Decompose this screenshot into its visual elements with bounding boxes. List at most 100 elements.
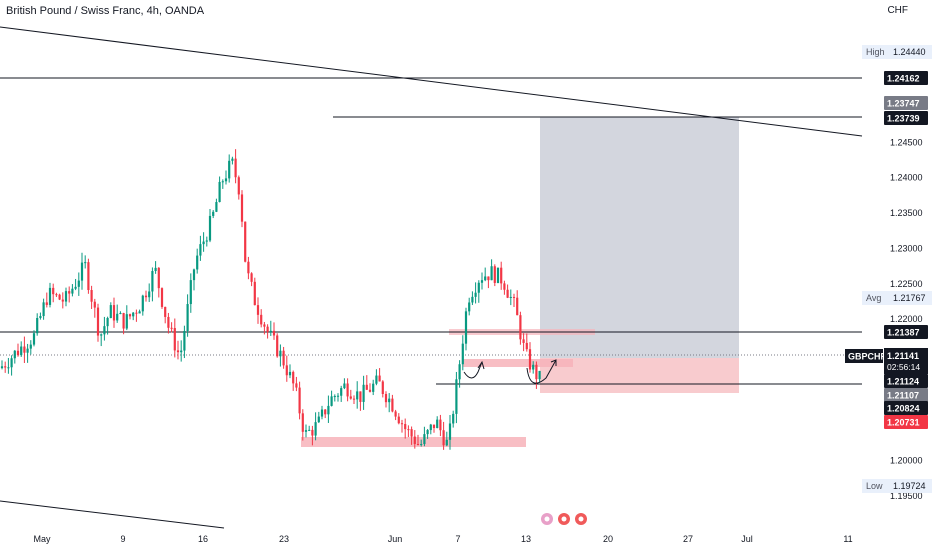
candle-body	[285, 365, 288, 376]
candle-body	[346, 383, 349, 397]
countdown: 02:56:14	[887, 362, 920, 372]
candle-body	[445, 439, 448, 446]
current-price-bg	[884, 348, 928, 374]
price-badge-value: 1.23739	[887, 114, 920, 124]
candle-body	[228, 160, 231, 179]
candle-body	[397, 416, 400, 424]
candle-body	[93, 301, 96, 308]
target-zone	[540, 117, 739, 358]
high-stat-label: High	[866, 47, 885, 57]
demand-zone-mid	[463, 359, 573, 367]
candle-body	[189, 280, 192, 305]
arrow-head-1	[477, 360, 485, 370]
candle-body	[509, 296, 512, 298]
candle-body	[298, 387, 301, 414]
candle-body	[13, 350, 16, 359]
candle-body	[391, 398, 394, 412]
candle-body	[388, 398, 391, 403]
candle-body	[327, 405, 330, 415]
candle-body	[500, 267, 503, 284]
candle-body	[490, 266, 493, 281]
candle-body	[7, 367, 10, 369]
candle-body	[452, 413, 455, 424]
candle-body	[324, 409, 327, 415]
candle-body	[381, 381, 384, 395]
y-tick-label: 1.24500	[890, 137, 923, 147]
candle-body	[32, 333, 36, 345]
candle-body	[330, 396, 333, 406]
candle-body	[365, 384, 368, 390]
candle-body	[464, 311, 468, 344]
price-badge-value: 1.20731	[887, 418, 920, 428]
candle-body	[0, 366, 4, 369]
demand-zone-low	[301, 437, 526, 447]
candle-body	[160, 288, 164, 307]
candle-body	[503, 283, 506, 290]
candle-body	[112, 305, 116, 321]
candle-body	[480, 280, 484, 283]
candle-body	[42, 302, 45, 317]
candle-body	[429, 424, 432, 431]
candle-body	[525, 342, 528, 350]
candle-body	[173, 328, 176, 351]
candle-body	[90, 290, 93, 302]
price-badge-value: 1.21124	[887, 377, 919, 387]
x-tick-label: 9	[120, 534, 125, 544]
candle-body	[276, 335, 279, 357]
candle-body	[61, 299, 64, 302]
y-tick-label: 1.22500	[890, 279, 923, 289]
candle-body	[100, 334, 103, 336]
candle-body	[71, 288, 74, 294]
candle-body	[151, 271, 154, 292]
candle-body	[16, 350, 20, 356]
candle-body	[436, 419, 439, 429]
candle-body	[218, 181, 221, 203]
x-tick-label: Jul	[741, 534, 753, 544]
y-tick-label: 1.22000	[890, 314, 923, 324]
price-badge-bg	[884, 415, 928, 429]
chart-title: British Pound / Swiss Franc, 4h, OANDA	[6, 5, 205, 17]
high-stat-bg	[862, 45, 932, 59]
candle-body	[205, 240, 208, 242]
candle-body	[20, 346, 23, 356]
candle-body	[320, 409, 324, 417]
candle-body	[132, 312, 135, 317]
candle-body	[176, 350, 180, 353]
candle-body	[368, 389, 372, 392]
candle-body	[58, 294, 61, 300]
candle-body	[493, 266, 496, 283]
x-tick-label: 16	[198, 534, 208, 544]
low-stat-label: Low	[866, 481, 883, 491]
candle-body	[256, 305, 260, 315]
candle-body	[522, 339, 525, 343]
price-badge-value: 1.20824	[887, 404, 920, 414]
candle-body	[196, 255, 199, 270]
candle-body	[295, 383, 298, 388]
candle-body	[135, 312, 138, 314]
candle-body	[512, 296, 516, 298]
arrow-head-2	[550, 359, 557, 366]
candle-body	[39, 316, 42, 318]
descending-trendline-lower	[0, 500, 225, 529]
low-stat-value: 1.19724	[893, 481, 926, 491]
candle-body	[250, 273, 253, 282]
curved-arrow-1	[463, 361, 483, 379]
y-tick-label: 1.20000	[890, 456, 923, 466]
candle-body	[183, 330, 186, 351]
candle-body	[336, 395, 340, 397]
candle-body	[477, 282, 480, 293]
candle-body	[384, 394, 388, 403]
candle-body	[141, 295, 144, 312]
candle-body	[352, 398, 356, 400]
candle-body	[208, 215, 212, 241]
candle-body	[496, 267, 500, 283]
candle-body	[103, 326, 106, 335]
candle-body	[304, 430, 308, 432]
candle-body	[4, 366, 7, 368]
price-badge-bg	[884, 401, 928, 415]
candle-body	[170, 327, 173, 329]
candle-body	[48, 287, 52, 305]
candle-body	[26, 348, 29, 353]
